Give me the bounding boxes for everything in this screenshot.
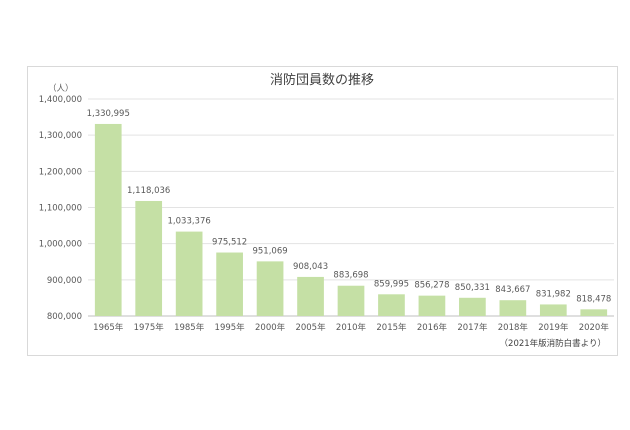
x-tick-label: 2000年 xyxy=(255,322,286,333)
data-label: 908,043 xyxy=(293,262,328,272)
data-label: 1,330,995 xyxy=(87,109,130,119)
y-tick-label: 1,000,000 xyxy=(39,240,82,250)
data-label: 951,069 xyxy=(252,246,287,256)
data-label: 850,331 xyxy=(455,283,490,293)
bar xyxy=(539,304,567,316)
y-axis-unit: （人） xyxy=(48,83,74,94)
data-label: 818,478 xyxy=(576,294,611,304)
bar xyxy=(499,300,527,316)
y-tick-label: 1,100,000 xyxy=(39,204,82,214)
x-tick-label: 2010年 xyxy=(336,322,367,333)
y-tick-label: 900,000 xyxy=(47,276,82,286)
x-tick-label: 2018年 xyxy=(498,322,529,333)
bar xyxy=(256,261,284,316)
bar xyxy=(94,123,122,316)
x-tick-label: 2016年 xyxy=(417,322,448,333)
x-tick-label: 2020年 xyxy=(579,322,610,333)
grid-lines xyxy=(88,98,614,317)
x-tick-label: 1975年 xyxy=(134,322,165,333)
y-tick-label: 1,200,000 xyxy=(39,167,82,177)
data-label: 883,698 xyxy=(333,271,368,281)
y-tick-label: 1,400,000 xyxy=(39,95,82,105)
chart-title: 消防団員数の推移 xyxy=(270,72,374,88)
x-tick-label: 2019年 xyxy=(538,322,569,333)
data-label: 975,512 xyxy=(212,238,247,248)
bars: 1,330,995 1,118,036 1,033,376 975,512 951,06… xyxy=(87,109,611,316)
x-tick-label: 2017年 xyxy=(457,322,488,333)
x-tick-label: 2005年 xyxy=(295,322,326,333)
x-tick-label: 1985年 xyxy=(174,322,205,333)
bar xyxy=(418,295,446,316)
y-tick-label: 800,000 xyxy=(47,312,82,322)
data-label: 859,995 xyxy=(374,279,409,289)
x-tick-label: 1995年 xyxy=(215,322,246,333)
data-label: 831,982 xyxy=(536,289,571,299)
axes: 800,000 900,000 1,000,000 1,100,000 1,200,00… xyxy=(39,95,610,333)
y-tick-label: 1,300,000 xyxy=(39,131,82,141)
data-label: 1,033,376 xyxy=(168,217,211,227)
data-label: 843,667 xyxy=(495,285,530,295)
bar xyxy=(459,297,486,316)
bar xyxy=(175,231,203,316)
data-label: 856,278 xyxy=(414,281,449,291)
bar xyxy=(580,309,608,316)
source-note: （2021年版消防白書より） xyxy=(500,338,606,349)
bar xyxy=(216,252,243,316)
data-label: 1,118,036 xyxy=(127,186,170,196)
bar xyxy=(135,200,163,316)
bar xyxy=(337,285,365,316)
x-tick-label: 1965年 xyxy=(93,322,124,333)
x-tick-label: 2015年 xyxy=(376,322,407,333)
bar xyxy=(378,294,405,316)
bar xyxy=(297,276,324,316)
